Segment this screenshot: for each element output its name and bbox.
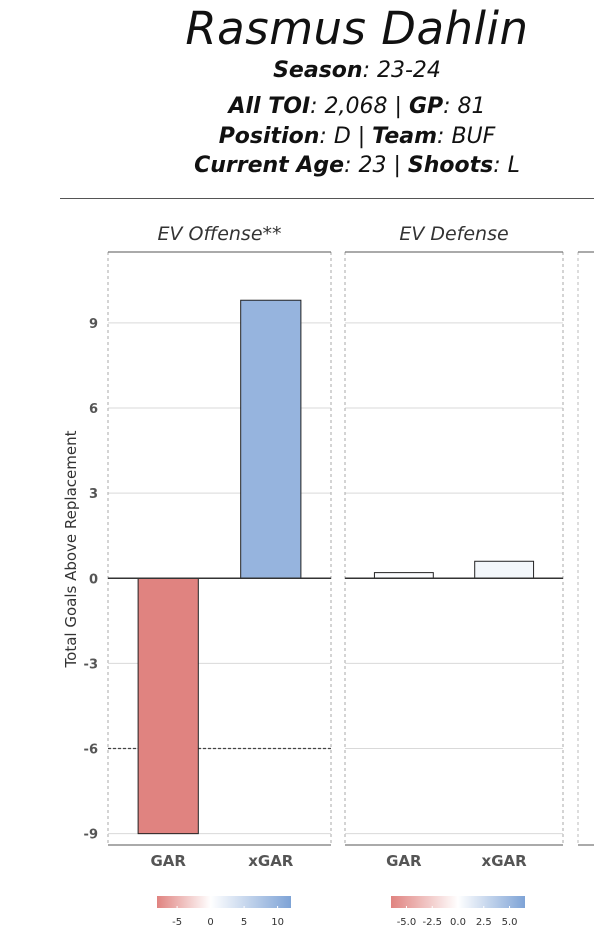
team-label: Team bbox=[372, 124, 438, 149]
legend-tick-label: 10 bbox=[271, 917, 284, 927]
gp-value: 81 bbox=[457, 94, 486, 119]
player-name: Rasmus Dahlin bbox=[185, 2, 529, 55]
legend-tick-label: 2.5 bbox=[476, 917, 492, 927]
season-line: Season: 23-24 bbox=[273, 58, 441, 83]
x-tick-label: xGAR bbox=[482, 852, 528, 870]
bar-gar bbox=[137, 577, 199, 835]
y-tick-label: 0 bbox=[89, 572, 98, 587]
y-tick-label: 3 bbox=[89, 487, 98, 502]
y-tick-label: 9 bbox=[89, 317, 98, 332]
x-tick-label: xGAR bbox=[248, 852, 294, 870]
toi-label: All TOI bbox=[228, 94, 311, 119]
toi-gp-line: All TOI: 2,068 | GP: 81 bbox=[228, 94, 486, 119]
shoots-value: L bbox=[507, 153, 520, 178]
legend-tick-label: -5.0 bbox=[397, 917, 417, 927]
legend-tick-label: 0.0 bbox=[450, 917, 466, 927]
age-shoots-line: Current Age: 23 | Shoots: L bbox=[194, 153, 520, 178]
legend-tick-label: 5 bbox=[241, 917, 247, 927]
season-value: 23-24 bbox=[376, 58, 441, 83]
header-divider bbox=[60, 198, 594, 199]
shoots-label: Shoots bbox=[407, 153, 494, 178]
x-tick-label: GAR bbox=[386, 852, 422, 870]
season-label: Season bbox=[273, 58, 363, 83]
position-team-line: Position: D | Team: BUF bbox=[218, 124, 496, 149]
y-tick-label: -9 bbox=[84, 828, 98, 843]
position-label: Position bbox=[218, 124, 320, 149]
y-tick-label: 6 bbox=[89, 402, 98, 417]
gp-label: GP bbox=[408, 94, 444, 119]
legend-tick-label: -5 bbox=[172, 917, 182, 927]
legend-tick-label: 0 bbox=[207, 917, 213, 927]
x-tick-label: GAR bbox=[150, 852, 186, 870]
age-value: 23 bbox=[358, 153, 387, 178]
team-value: BUF bbox=[451, 124, 496, 149]
legend-tick-label: -2.5 bbox=[422, 917, 442, 927]
position-value: D bbox=[333, 124, 351, 149]
y-axis-label: Total Goals Above Replacement bbox=[62, 430, 80, 668]
y-tick-label: -6 bbox=[84, 743, 98, 758]
panel-0: EV Offense** GAR xGAR bbox=[107, 223, 332, 870]
legend-tick-label: 5.0 bbox=[502, 917, 518, 927]
legend-colorbar bbox=[157, 896, 291, 908]
legend-colorbar bbox=[391, 896, 525, 908]
toi-value: 2,068 bbox=[324, 94, 388, 119]
panel-title: EV Defense bbox=[399, 223, 508, 245]
panel-1: EV Defense GAR xGAR bbox=[344, 223, 564, 870]
age-label: Current Age bbox=[194, 153, 345, 178]
bar-gar bbox=[373, 572, 434, 579]
y-tick-label: -3 bbox=[84, 657, 98, 672]
panel-title: EV Offense** bbox=[157, 223, 281, 245]
bar-xgar bbox=[474, 560, 535, 579]
bar-xgar bbox=[240, 299, 302, 579]
